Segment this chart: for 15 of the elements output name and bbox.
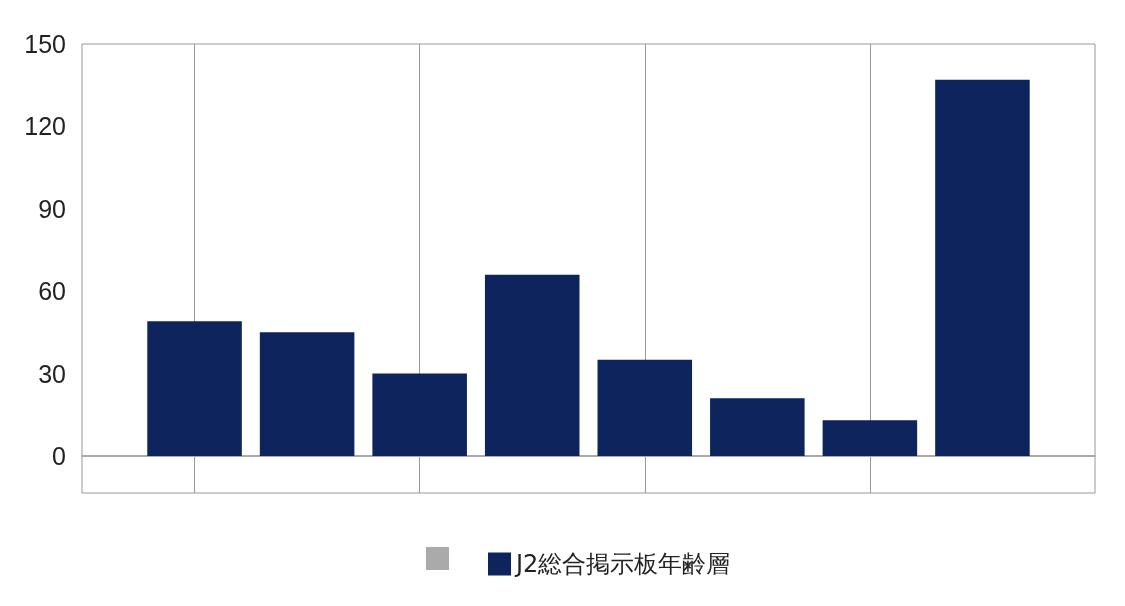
- bar: [484, 274, 580, 456]
- y-tick-label: 150: [24, 30, 66, 58]
- bar: [710, 398, 805, 456]
- bar: [597, 359, 693, 456]
- y-tick-label: 30: [38, 359, 66, 388]
- legend-label: J2総合掲示板年齢層: [514, 550, 731, 578]
- bar: [935, 79, 1030, 456]
- y-tick-label: 0: [52, 441, 66, 470]
- bar: [259, 332, 355, 456]
- y-tick-label: 120: [24, 112, 66, 141]
- y-tick-label: 60: [38, 277, 66, 306]
- y-tick-label: 90: [38, 194, 66, 223]
- bar: [372, 373, 467, 456]
- bar: [822, 420, 918, 456]
- bar: [147, 321, 242, 456]
